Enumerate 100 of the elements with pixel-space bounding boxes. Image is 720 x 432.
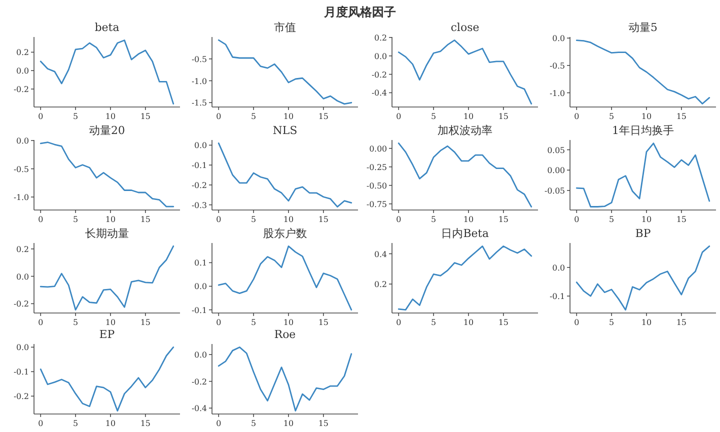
- x-tick-label: 5: [609, 215, 614, 224]
- x-tick-label: 0: [38, 112, 44, 121]
- y-tick-label: -0.1: [192, 306, 207, 315]
- x-tick-label: 0: [396, 215, 402, 224]
- x-tick-label: 5: [431, 215, 436, 224]
- x-tick-label: 15: [140, 215, 151, 224]
- x-tick-label: 10: [283, 318, 294, 327]
- y-tick-label: -0.50: [366, 181, 387, 190]
- y-tick-label: 0.00: [547, 166, 565, 176]
- line-series: [398, 142, 532, 208]
- x-tick-label: 5: [251, 112, 256, 121]
- x-tick-label: 0: [574, 318, 580, 327]
- y-tick-label: -0.5: [14, 164, 29, 174]
- x-tick-label: 15: [676, 112, 687, 121]
- x-tick-label: 15: [140, 112, 151, 121]
- x-tick-label: 15: [318, 112, 329, 121]
- x-tick-label: 0: [574, 112, 580, 121]
- y-tick-label: -0.25: [366, 162, 387, 172]
- y-tick-label: -0.5: [192, 54, 207, 64]
- x-tick-label: 15: [140, 419, 151, 428]
- y-tick-label: 0.2: [374, 33, 387, 42]
- text: 月度风格因子: [323, 5, 396, 19]
- x-tick-label: 15: [318, 419, 329, 428]
- x-tick-label: 10: [283, 215, 294, 224]
- y-tick-label: -0.2: [192, 377, 207, 386]
- chart-title: 1年日均换手: [612, 124, 674, 137]
- x-tick-label: 5: [609, 318, 614, 327]
- line-series: [398, 245, 532, 311]
- x-tick-label: 5: [73, 215, 78, 224]
- x-tick-label: 5: [431, 112, 436, 121]
- x-tick-label: 5: [431, 318, 436, 327]
- x-tick-label: 0: [216, 419, 222, 428]
- chart-title: 加权波动率: [438, 124, 492, 137]
- chart-title: 市值: [274, 21, 296, 34]
- x-tick-label: 0: [396, 112, 402, 121]
- x-tick-label: 10: [105, 215, 116, 224]
- line-series: [218, 142, 352, 208]
- y-tick-label: -1.0: [192, 76, 207, 86]
- x-tick-label: 0: [574, 215, 580, 224]
- y-tick-label: 0.0: [16, 343, 29, 352]
- x-tick-label: 5: [251, 318, 256, 327]
- x-tick-label: 15: [498, 318, 509, 327]
- y-tick-label: 0.0: [194, 282, 207, 292]
- x-tick-label: 5: [251, 419, 256, 428]
- chart-title: beta: [94, 21, 120, 34]
- y-tick-label: -0.2: [372, 70, 387, 80]
- y-tick-label: 0.2: [16, 244, 29, 254]
- y-tick-label: -0.05: [544, 186, 565, 196]
- y-tick-label: 0.0: [194, 141, 207, 150]
- y-tick-label: 0.0: [194, 350, 207, 360]
- y-tick-label: -0.3: [192, 200, 207, 210]
- y-tick-label: 0.0: [552, 263, 565, 272]
- chart-title: 日内Beta: [441, 227, 490, 240]
- y-tick-label: -0.1: [14, 368, 29, 377]
- x-tick-label: 0: [216, 112, 222, 121]
- x-tick-label: 10: [641, 112, 652, 121]
- chart-title: 长期动量: [85, 227, 129, 240]
- y-tick-label: -1.0: [14, 193, 29, 202]
- chart-title: 动量5: [628, 21, 658, 34]
- x-tick-label: 10: [641, 318, 652, 327]
- x-tick-label: 5: [251, 215, 256, 224]
- line-series: [576, 40, 710, 104]
- y-tick-label: -0.2: [192, 180, 207, 190]
- chart-title: BP: [635, 227, 652, 240]
- chart-title: Roe: [274, 328, 296, 341]
- line-series: [398, 40, 532, 104]
- chart-title: NLS: [272, 124, 298, 137]
- y-tick-label: 0.4: [374, 250, 387, 259]
- x-tick-label: 0: [38, 419, 44, 428]
- y-tick-label: 0.0: [16, 136, 29, 146]
- x-tick-label: 5: [73, 419, 78, 428]
- x-tick-label: 0: [216, 215, 222, 224]
- y-tick-label: 0.1: [194, 258, 207, 268]
- line-series: [218, 346, 352, 412]
- y-tick-label: 0.05: [547, 146, 565, 155]
- x-tick-label: 5: [73, 318, 78, 327]
- y-tick-label: 0.0: [16, 66, 29, 76]
- x-tick-label: 0: [396, 318, 402, 327]
- chart-title: 动量20: [89, 124, 125, 137]
- chart-title: 股东户数: [263, 227, 307, 240]
- x-tick-label: 15: [318, 215, 329, 224]
- x-tick-label: 5: [73, 112, 78, 121]
- line-series: [40, 245, 174, 311]
- line-series: [40, 142, 174, 208]
- x-tick-label: 15: [676, 318, 687, 327]
- y-tick-label: 0.00: [369, 144, 387, 154]
- line-series: [40, 40, 174, 104]
- y-tick-label: -0.2: [14, 392, 29, 402]
- y-tick-label: -0.2: [14, 300, 29, 309]
- y-tick-label: -0.5: [550, 61, 565, 70]
- x-tick-label: 10: [463, 318, 474, 327]
- line-series: [576, 142, 710, 208]
- y-tick-label: -0.1: [550, 292, 565, 302]
- chart-title: close: [450, 21, 480, 34]
- x-tick-label: 10: [283, 419, 294, 428]
- x-tick-label: 15: [498, 215, 509, 224]
- x-tick-label: 10: [283, 112, 294, 121]
- y-tick-label: -0.4: [192, 404, 207, 414]
- chart-title: EP: [99, 328, 116, 341]
- y-tick-label: 0.2: [374, 280, 387, 290]
